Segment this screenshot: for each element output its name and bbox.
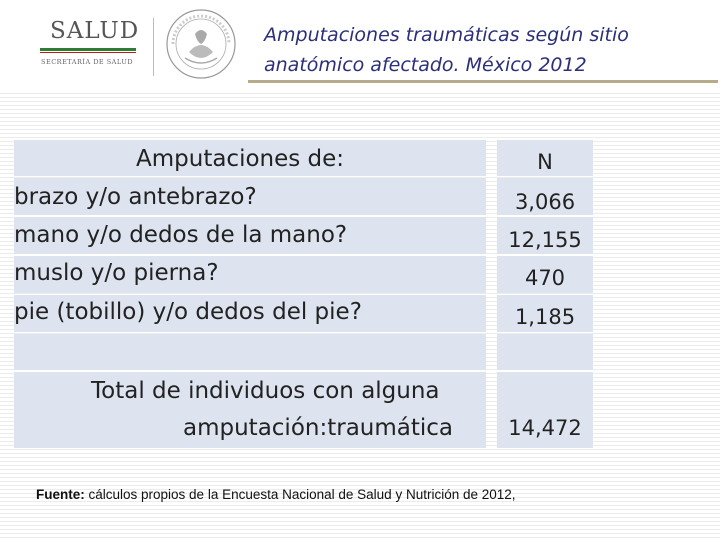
logo-word: SALUD [50, 18, 140, 44]
row-label: mano y/o dedos de la mano? [14, 222, 348, 248]
title-underline [248, 80, 718, 83]
total-n-cell [497, 372, 593, 448]
row-label: muslo y/o pierna? [14, 260, 219, 286]
row-n: 470 [524, 266, 566, 290]
row-n: 3,066 [514, 190, 576, 214]
empty-row-cell [14, 334, 486, 370]
logo-red-bar [40, 52, 136, 53]
total-label-line-1: Total de individuos con alguna [91, 378, 440, 404]
row-n-cell [497, 295, 593, 332]
row-label: pie (tobillo) y/o dedos del pie? [14, 299, 362, 325]
total-label-cell [14, 372, 486, 448]
row-cell [14, 178, 486, 215]
row-cell [14, 256, 486, 293]
logo-subtitle: SECRETARÍA DE SALUD [41, 58, 134, 66]
header-label-cell [14, 140, 486, 176]
row-label: brazo y/o antebrazo? [14, 184, 257, 210]
header: SALUD SECRETARÍA DE SALUD Amputaciones t… [0, 0, 720, 88]
footnote-text: cálculos propios de la Encuesta Nacional… [84, 487, 516, 502]
row-n-cell [497, 178, 593, 215]
salud-logo: SALUD SECRETARÍA DE SALUD [38, 18, 138, 68]
title-line-2: anatómico afectado. México 2012 [264, 54, 587, 76]
row-n: 12,155 [508, 228, 582, 252]
row-cell [14, 217, 486, 254]
header-n-cell [497, 140, 593, 176]
title-line-1: Amputaciones traumáticas según sitio [264, 24, 629, 46]
row-n-cell [497, 256, 593, 293]
source-footnote: Fuente: cálculos propios de la Encuesta … [36, 487, 516, 502]
total-label-line-2: amputación:traumática [183, 415, 454, 441]
slide-title: Amputaciones traumáticas según sitio ana… [264, 20, 704, 80]
logo-green-bar [40, 48, 136, 51]
header-n: N [537, 150, 553, 174]
mexico-seal-icon [166, 9, 236, 79]
empty-row-n-cell [497, 334, 593, 370]
total-n: 14,472 [508, 416, 582, 440]
row-cell [14, 295, 486, 332]
header-label: Amputaciones de: [136, 146, 345, 172]
row-n: 1,185 [514, 305, 576, 329]
footnote-label: Fuente: [36, 487, 85, 502]
logo-divider [153, 18, 154, 76]
row-n-cell [497, 217, 593, 254]
